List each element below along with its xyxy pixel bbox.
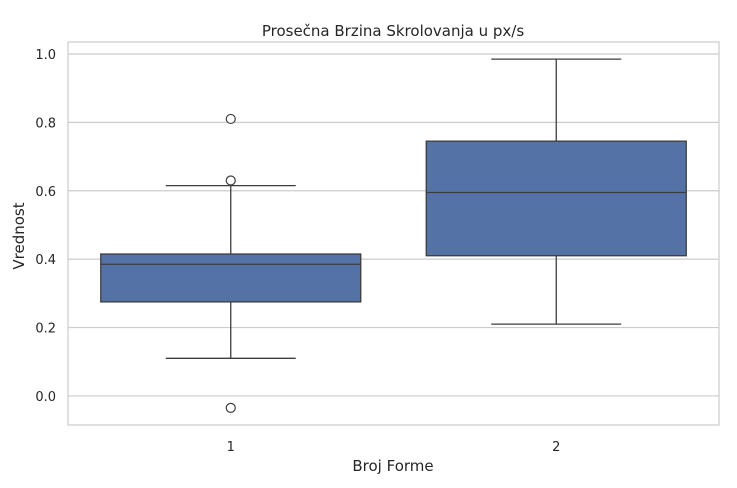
y-tick-label: 0.2 — [35, 322, 56, 337]
outlier-point — [225, 402, 236, 414]
y-tick-label: 0.0 — [35, 390, 56, 405]
box-group-1 — [100, 113, 362, 414]
y-tick-labels: 0.0 0.2 0.4 0.6 0.8 1.0 — [35, 48, 56, 405]
x-tick-label: 2 — [552, 440, 560, 455]
chart-title: Prosečna Brzina Skrolovanja u px/s — [262, 22, 525, 40]
plot-frame — [67, 41, 720, 426]
outlier-point — [225, 113, 236, 125]
y-tick-label: 0.4 — [35, 253, 56, 268]
iqr-box — [100, 253, 362, 303]
box-group-2 — [425, 58, 687, 325]
x-axis-label: Broj Forme — [352, 457, 433, 475]
outlier-point — [225, 175, 236, 186]
y-tick-label: 1.0 — [35, 48, 56, 63]
y-tick-label: 0.6 — [35, 185, 56, 200]
x-tick-label: 1 — [227, 440, 235, 455]
y-tick-label: 0.8 — [35, 116, 56, 131]
y-axis-label: Vrednost — [10, 202, 28, 269]
iqr-box — [425, 140, 687, 257]
boxes — [100, 58, 687, 414]
